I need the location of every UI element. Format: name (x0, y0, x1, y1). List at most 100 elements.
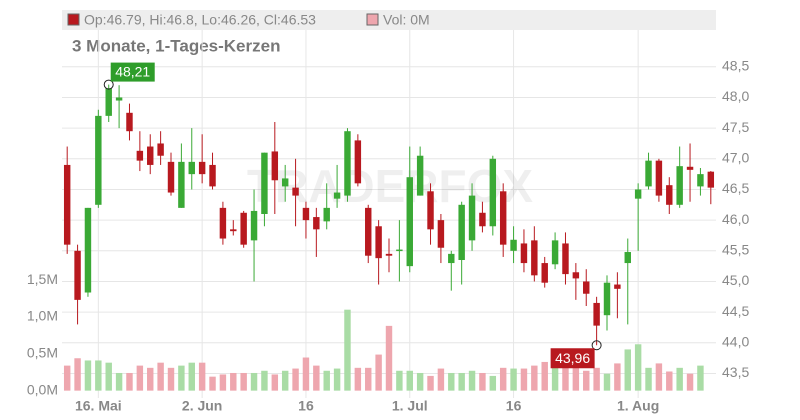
volume-bar (406, 370, 413, 391)
x-tick-label: 2. Jun (182, 398, 222, 414)
volume-bar (468, 370, 476, 391)
volume-bar (458, 372, 465, 391)
y2-tick-label: 1,5M (27, 271, 58, 287)
candle-body (354, 140, 362, 184)
candle-body (271, 151, 279, 181)
volume-bar (437, 368, 445, 391)
volume-bar (354, 367, 362, 391)
volume-bar (572, 365, 580, 391)
candle-body (178, 161, 185, 208)
candle-body (281, 178, 289, 187)
price-swatch (67, 13, 80, 26)
max-marker (103, 79, 114, 90)
y-tick-label: 47,5 (722, 119, 749, 135)
volume-bar (634, 344, 642, 391)
volume-bar (510, 368, 517, 391)
candle-body (593, 302, 600, 326)
candle-body (458, 204, 465, 260)
candle-body (323, 207, 330, 222)
volume-bar (167, 367, 175, 391)
volume-bar (697, 365, 704, 391)
volume-bar (666, 371, 673, 391)
candle-body (479, 212, 486, 227)
candle-body (520, 243, 528, 264)
candle-body (95, 115, 102, 205)
volume-bar (261, 370, 268, 391)
volume-bar (105, 362, 112, 391)
candle-body (167, 161, 175, 193)
volume-bar (686, 373, 694, 391)
min-label-box (550, 348, 595, 369)
volume-bar (655, 363, 663, 391)
candle-body (634, 189, 642, 199)
volume-bar (63, 365, 71, 391)
volume-bar (416, 372, 424, 391)
candle-body (302, 207, 310, 221)
volume-bar (302, 357, 310, 391)
candle-body (676, 166, 683, 205)
candle-body (136, 150, 144, 161)
volume-bar (271, 374, 279, 391)
candle-body (541, 263, 548, 283)
y-tick-label: 47,0 (722, 150, 749, 166)
candle-body (250, 210, 258, 241)
candle-body (219, 207, 227, 239)
header-volume: Vol: 0M (383, 12, 430, 28)
volume-bar (281, 370, 289, 391)
volume-bar (344, 309, 351, 391)
header-price: Op:46.79, Hi:46.8, Lo:46.26, Cl:46.53 (84, 12, 316, 28)
candle-body (562, 243, 569, 275)
volume-bar (489, 375, 497, 391)
volume-bar (531, 365, 538, 391)
candle-body (198, 161, 206, 175)
y2-tick-label: 0,5M (27, 345, 58, 361)
volume-bar (240, 372, 247, 391)
candle-body (489, 158, 497, 227)
y-tick-label: 48,0 (722, 88, 749, 104)
candle-body (655, 160, 663, 196)
candle-body (365, 207, 372, 256)
candle-body (74, 250, 81, 300)
volume-bar (323, 370, 330, 391)
candle-body (510, 239, 517, 251)
candle-body (240, 212, 247, 245)
volume-bar (583, 370, 590, 391)
candle-body (614, 284, 621, 289)
candle-body (697, 174, 704, 187)
volume-bar (551, 363, 559, 391)
volume-bar (250, 372, 258, 391)
volume-bar (676, 367, 683, 391)
volume-bar (541, 361, 548, 391)
candle-body (157, 143, 164, 156)
candle-body (385, 253, 393, 256)
candle-body (707, 171, 715, 188)
candle-body (531, 240, 538, 276)
volume-bar (333, 368, 341, 391)
volume-bar (385, 325, 393, 391)
candle-body (645, 160, 652, 187)
candle-body (666, 185, 673, 205)
y-tick-label: 48,5 (722, 58, 749, 74)
candle-body (209, 164, 216, 187)
y-tick-label: 46,5 (722, 180, 749, 196)
candle-body (126, 112, 133, 132)
volume-bar (178, 365, 185, 391)
volume-bar (230, 372, 237, 391)
x-tick-label: 16. Mai (75, 398, 122, 414)
candle-body (344, 131, 351, 196)
candle-body (603, 282, 611, 316)
candle-body (261, 152, 268, 214)
candle-body (437, 220, 445, 248)
volume-bar (313, 365, 320, 391)
candle-body (396, 249, 403, 252)
candle-body (375, 226, 382, 259)
y-tick-label: 45,0 (722, 272, 749, 288)
y-tick-label: 46,0 (722, 211, 749, 227)
candle-body (551, 240, 559, 265)
max-label-box (110, 62, 155, 82)
chart-title: 3 Monate, 1-Tages-Kerzen (72, 36, 280, 55)
candle-body (333, 192, 341, 199)
candle-body (63, 164, 71, 245)
y2-tick-label: 0,0M (27, 381, 58, 397)
